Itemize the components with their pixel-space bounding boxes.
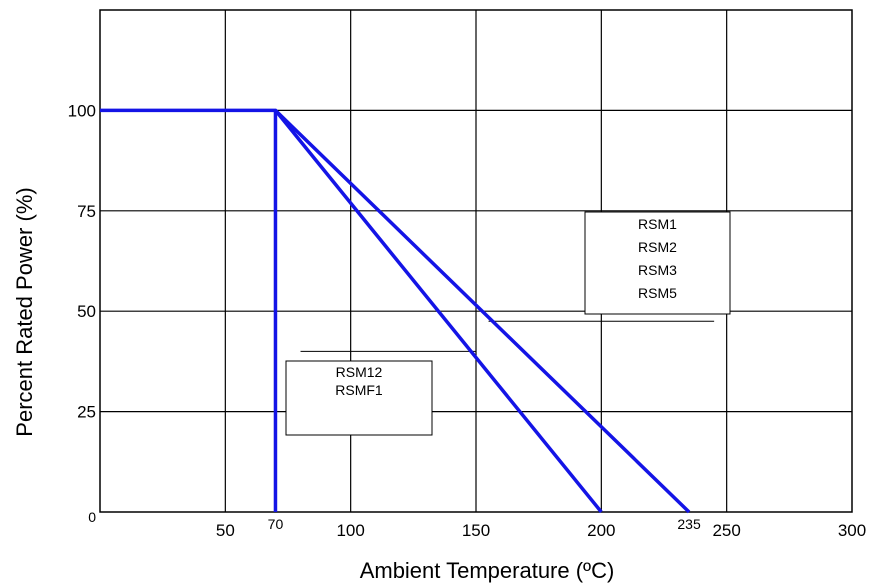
x-tick-label: 200 [587, 521, 615, 540]
y-tick-label: 75 [77, 202, 96, 221]
x-tick-label: 70 [268, 516, 284, 532]
series-line [274, 109, 603, 514]
annotation-label: RSMF1 [335, 382, 383, 398]
x-tick-label: 100 [336, 521, 364, 540]
series-lines [100, 108, 691, 514]
y-axis-title: Percent Rated Power (%) [12, 187, 37, 436]
grid-lines [99, 9, 853, 513]
annotations: RSM1 RSM2 RSM3 RSM5 RSM12 RSMF1 [285, 211, 731, 436]
annotation-label: RSM3 [638, 262, 677, 278]
annotation-label: RSM5 [638, 285, 677, 301]
x-tick-label: 250 [712, 521, 740, 540]
annotation-box [285, 360, 433, 436]
y-tick-label: 0 [88, 509, 96, 525]
x-axis-title: Ambient Temperature (ºC) [360, 558, 615, 583]
y-tick-label: 100 [68, 101, 96, 120]
tick-labels: 50 70 100 150 200 235 250 300 0 25 50 75 100 [68, 101, 867, 540]
annotation-box [584, 211, 731, 315]
annotation-label: RSM12 [336, 364, 383, 380]
y-tick-label: 25 [77, 403, 96, 422]
x-tick-label: 50 [216, 521, 235, 540]
y-tick-label: 50 [77, 302, 96, 321]
annotation-label: RSM1 [638, 216, 677, 232]
x-tick-label: 150 [462, 521, 490, 540]
x-tick-label: 235 [677, 516, 701, 532]
annotation-label: RSM2 [638, 239, 677, 255]
x-tick-label: 300 [838, 521, 866, 540]
